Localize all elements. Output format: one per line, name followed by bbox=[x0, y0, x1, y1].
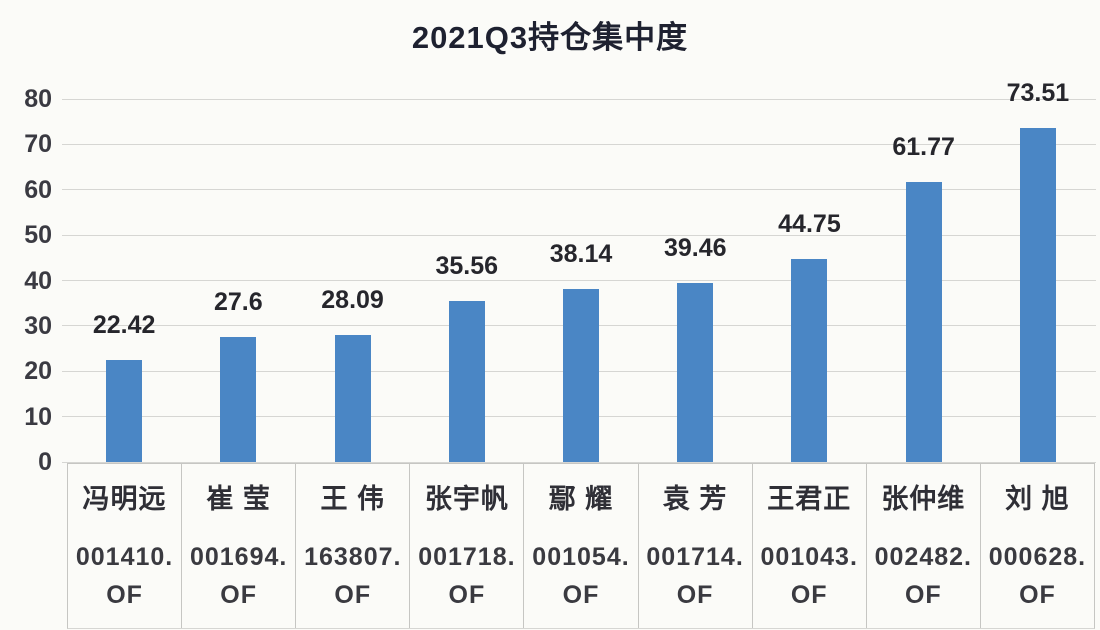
fund-code: 002482. bbox=[874, 543, 972, 571]
fund-manager-name: 刘 旭 bbox=[1005, 484, 1070, 514]
y-axis-tick-label: 60 bbox=[24, 175, 52, 204]
bar bbox=[677, 282, 714, 462]
fund-code: 000628. bbox=[988, 543, 1087, 571]
fund-code: 001694. bbox=[189, 543, 288, 571]
bar-value-label: 38.14 bbox=[549, 239, 613, 268]
x-axis-category-cell: 张宇帆 001718. OF bbox=[410, 464, 525, 628]
x-axis-category-cell: 崔 莹 001694. OF bbox=[182, 464, 297, 628]
x-axis-category-cell: 袁 芳 001714. OF bbox=[639, 464, 753, 628]
y-axis-tick-label: 70 bbox=[24, 130, 52, 159]
gridline bbox=[62, 280, 1096, 281]
bar-value-label: 73.51 bbox=[1006, 79, 1070, 108]
bar-value-label: 22.42 bbox=[92, 311, 156, 340]
fund-manager-name: 王 伟 bbox=[320, 484, 386, 514]
bar-value-label: 61.77 bbox=[892, 132, 955, 161]
bar bbox=[448, 300, 485, 462]
fund-code-suffix: OF bbox=[904, 581, 942, 609]
y-axis-tick-label: 10 bbox=[24, 402, 52, 431]
bar-value-label: 27.6 bbox=[213, 287, 263, 316]
x-axis-category-cell: 王 伟 163807. OF bbox=[296, 464, 411, 628]
y-axis-tick-label: 20 bbox=[24, 357, 52, 386]
fund-code: 001043. bbox=[760, 543, 858, 571]
fund-code: 001718. bbox=[418, 543, 516, 571]
fund-manager-name: 冯明远 bbox=[82, 484, 167, 514]
bar bbox=[563, 288, 599, 462]
gridline bbox=[62, 98, 1096, 100]
x-axis-category-cell: 鄢 耀 001054. OF bbox=[524, 464, 639, 628]
x-axis-category-table: 冯明远 001410. OF 崔 莹 001694. OF 王 伟 163807. OF 张宇帆 0… bbox=[67, 463, 1095, 629]
bar bbox=[220, 336, 257, 462]
gridline bbox=[62, 143, 1096, 145]
y-axis-tick-label: 30 bbox=[24, 311, 52, 340]
bar bbox=[791, 258, 828, 462]
x-axis-category-cell: 张仲维 002482. OF bbox=[867, 464, 981, 628]
fund-code-suffix: OF bbox=[562, 581, 600, 609]
fund-manager-name: 袁 芳 bbox=[662, 484, 728, 514]
fund-manager-name: 崔 莹 bbox=[206, 484, 271, 514]
bar-value-label: 28.09 bbox=[321, 285, 384, 314]
fund-manager-name: 鄢 耀 bbox=[548, 484, 614, 514]
x-axis-category-cell: 刘 旭 000628. OF bbox=[981, 464, 1094, 628]
fund-code: 001054. bbox=[532, 543, 630, 571]
gridline bbox=[62, 234, 1096, 236]
bar bbox=[1019, 128, 1056, 462]
bar bbox=[905, 181, 942, 462]
y-axis-tick-label: 80 bbox=[24, 85, 52, 113]
fund-code-suffix: OF bbox=[448, 581, 486, 609]
chart-title: 2021Q3持仓集中度 bbox=[411, 20, 689, 55]
bar-value-label: 35.56 bbox=[435, 251, 499, 280]
fund-code: 163807. bbox=[304, 543, 402, 571]
bar bbox=[106, 360, 143, 462]
fund-manager-name: 王君正 bbox=[767, 484, 852, 514]
bar-value-label: 39.46 bbox=[663, 233, 727, 262]
fund-code-suffix: OF bbox=[334, 581, 372, 609]
fund-code-suffix: OF bbox=[106, 581, 143, 609]
fund-manager-name: 张宇帆 bbox=[424, 484, 509, 514]
bar bbox=[334, 334, 371, 462]
y-axis-tick-label: 50 bbox=[24, 221, 52, 250]
y-axis-tick-label: 40 bbox=[24, 266, 52, 295]
fund-code-suffix: OF bbox=[676, 581, 714, 609]
fund-code-suffix: OF bbox=[220, 581, 258, 609]
fund-code: 001410. bbox=[75, 543, 174, 571]
fund-code-suffix: OF bbox=[1019, 581, 1056, 609]
fund-manager-name: 张仲维 bbox=[881, 484, 966, 514]
x-axis-category-cell: 冯明远 001410. OF bbox=[68, 464, 183, 628]
x-axis-category-cell: 王君正 001043. OF bbox=[753, 464, 867, 628]
fund-code-suffix: OF bbox=[790, 581, 828, 609]
gridline bbox=[62, 461, 1096, 463]
gridline bbox=[62, 189, 1096, 191]
fund-code: 001714. bbox=[646, 543, 744, 571]
y-axis-tick-label: 0 bbox=[38, 448, 52, 476]
bar-value-label: 44.75 bbox=[778, 209, 841, 238]
